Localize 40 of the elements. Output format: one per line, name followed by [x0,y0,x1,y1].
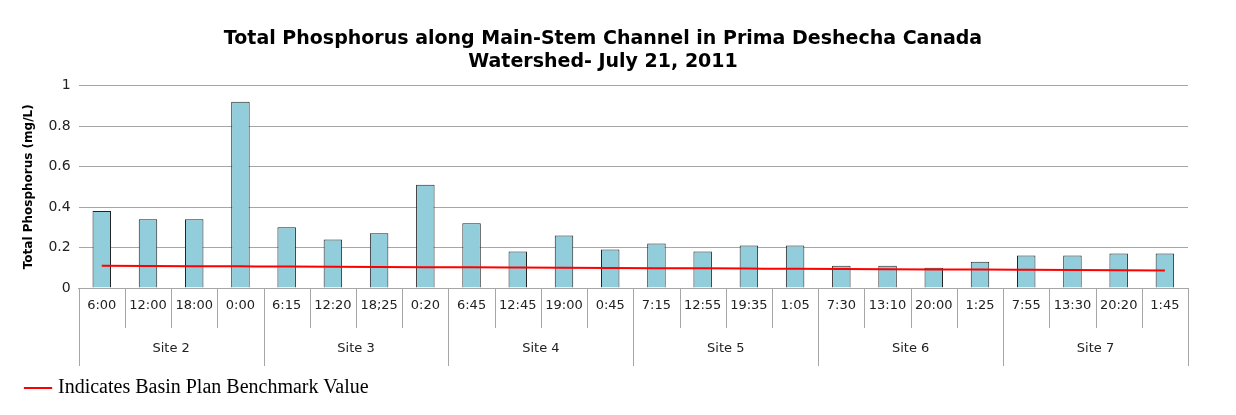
y-tick-label: 0.2 [48,238,71,255]
y-tick-label: 0.6 [48,157,71,174]
legend-label: Indicates Basin Plan Benchmark Value [58,375,369,398]
x-tick-label: 0:00 [225,297,256,313]
x-tick-label: 1:45 [1150,297,1180,313]
x-tick-label: 0:45 [595,297,625,313]
text: Site 2 [152,340,190,356]
text: Site 3 [337,340,375,356]
y-axis-title: Total Phosphorus (mg/L) [21,104,36,270]
x-tick-label: 6:45 [456,297,487,313]
x-tick-label: 7:55 [1011,297,1041,313]
x-tick-label: 20:00 [915,297,953,313]
text: Site 7 [1076,340,1115,356]
x-tick-label: 20:20 [1099,297,1138,313]
x-tick-label: 6:15 [272,297,302,313]
text: Site 6 [891,340,930,356]
x-tick-label: 18:00 [175,297,213,313]
x-tick-label: 18;25 [360,297,398,313]
x-tick-label: 19:35 [730,297,768,313]
x-tick-label: 12:55 [683,297,722,313]
text: Watershed- July 21, 2011 [468,49,738,72]
x-tick-label: 12:45 [499,297,537,313]
text: Site 5 [707,340,745,356]
text: Site 4 [522,340,560,356]
text: Total Phosphorus along Main-Stem Channel in Prima Deshecha Canada [223,26,983,49]
x-tick-label: 13:10 [868,297,907,313]
x-tick-label: 12:00 [129,297,167,313]
x-tick-label: 12:20 [314,297,352,313]
y-tick-label: 0.8 [48,116,71,133]
x-tick-label: 6:00 [87,297,117,313]
x-tick-label: 1:05 [780,297,810,313]
y-tick-label: 1 [61,76,71,93]
y-tick-label: 0.4 [48,197,71,214]
x-tick-label: 19:00 [545,297,583,313]
x-tick-label: 1:25 [965,297,995,313]
x-tick-label: 7:15 [641,297,672,313]
x-tick-label: 0:20 [410,297,440,313]
y-tick-label: 0 [61,278,71,295]
x-tick-label: 7:30 [826,297,856,313]
x-tick-label: 13:30 [1053,297,1092,313]
